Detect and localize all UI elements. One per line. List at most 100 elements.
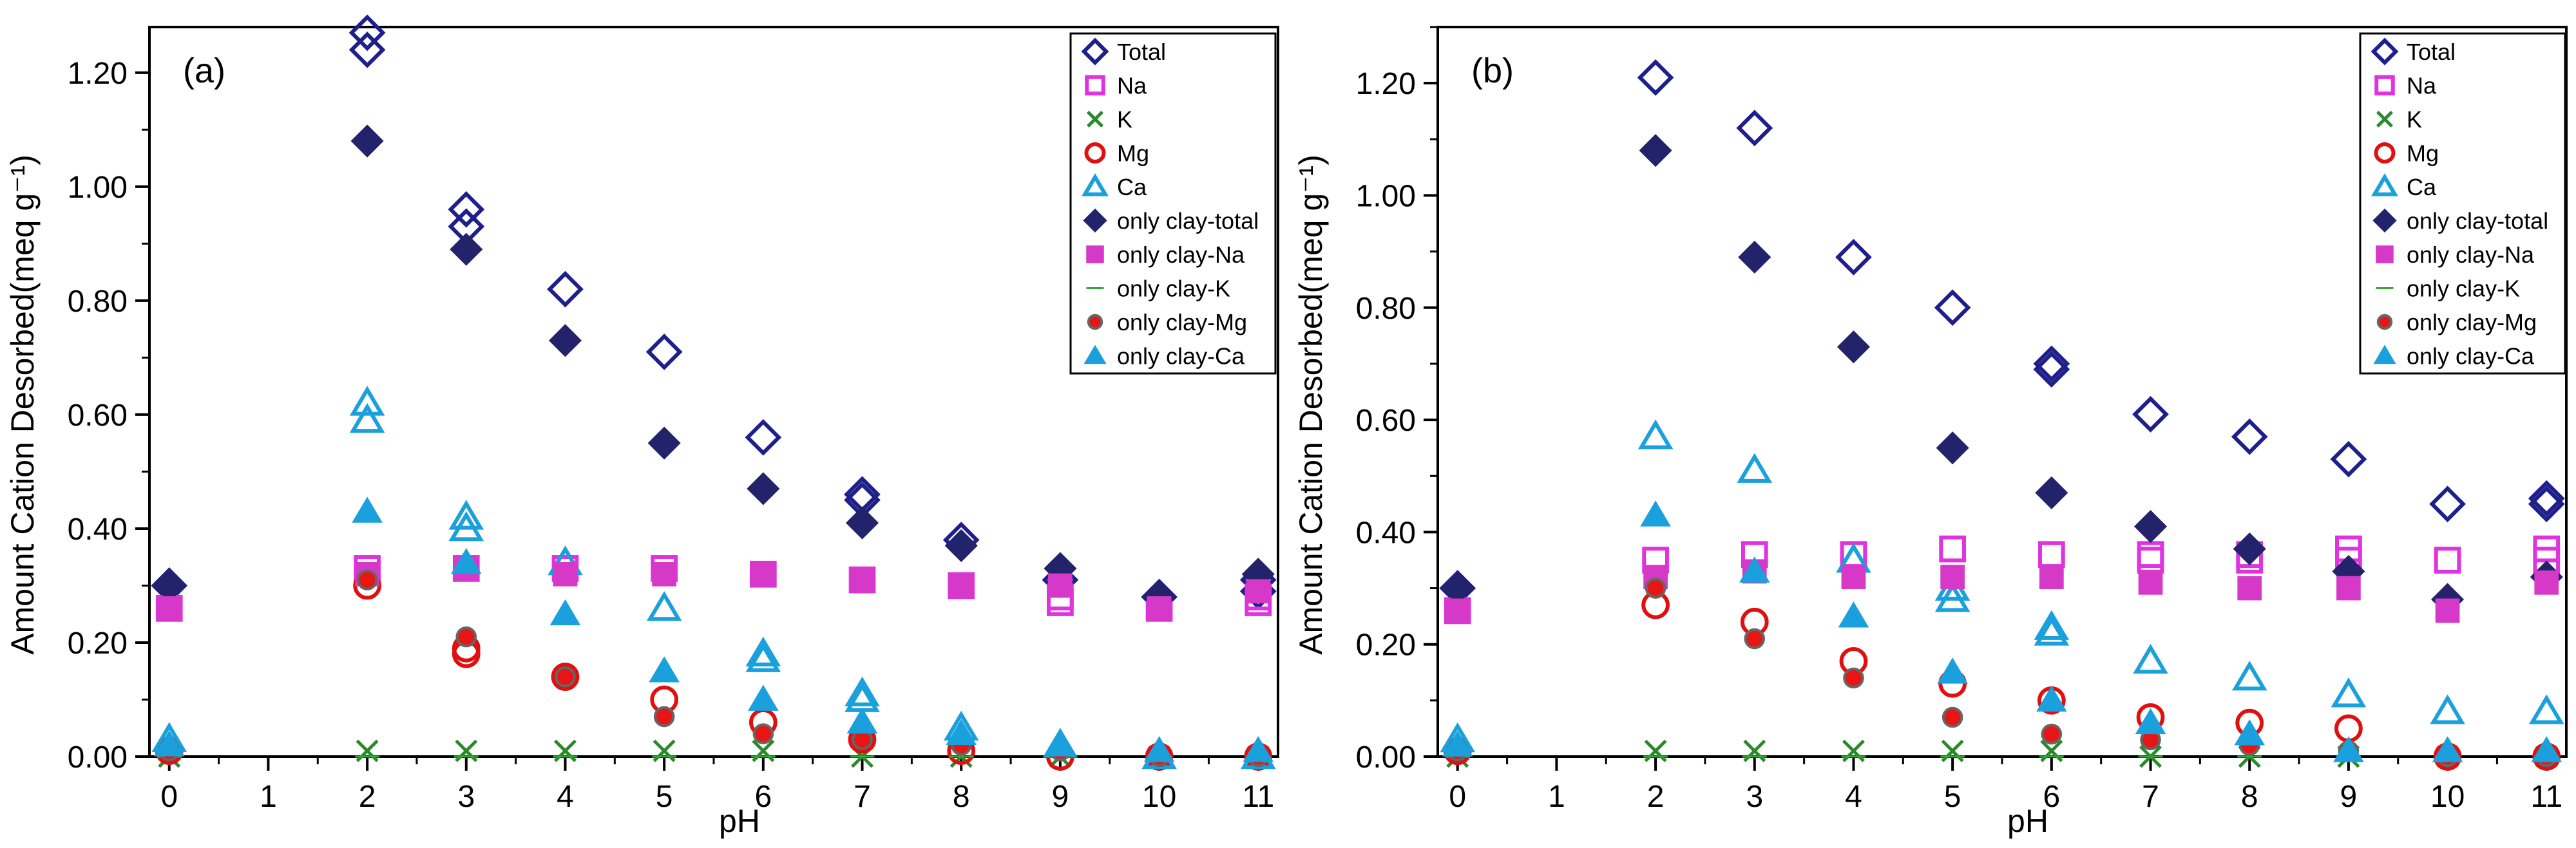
chart-b-legend-label-ca: Ca (2407, 174, 2437, 200)
chart-b-point-only-clay-na (1841, 565, 1866, 589)
chart-a-point-only-clay-ca (352, 496, 383, 523)
chart-a-point-total (348, 14, 386, 52)
chart-a-point-only-clay-na (850, 567, 875, 592)
chart-b-point-total (1835, 238, 1872, 276)
chart-b-point-na (2434, 547, 2461, 574)
chart-b-x-tick-label: 3 (1746, 780, 1763, 814)
chart-b-point-only-clay-na (1940, 565, 1965, 589)
chart-a-legend-item-ca: Ca (1081, 173, 1147, 200)
chart-a-x-tick-label: 9 (1052, 780, 1069, 814)
chart-b-legend-label-total: Total (2407, 39, 2456, 65)
chart-b-legend-item-total: Total (2371, 37, 2456, 66)
chart-b-series-only-clay-ca (1442, 500, 2562, 762)
chart-b-legend-label-only-clay-mg: only clay-Mg (2407, 309, 2537, 335)
chart-a-point-only-clay-mg (752, 723, 774, 744)
chart-a-y-tick-label: 1.20 (68, 57, 128, 91)
chart-a-point-only-clay-ca (1143, 736, 1175, 762)
chart-b-y-tick-label: 1.20 (1356, 67, 1416, 101)
chart-a-legend-marker-ca (1081, 173, 1109, 196)
chart-a-point-only-clay-ca (153, 730, 185, 757)
chart-a-point-only-clay-mg (555, 666, 576, 688)
chart-a-panel-label: (a) (183, 52, 225, 90)
chart-a-legend-marker-only-clay-mg (1087, 314, 1103, 330)
chart-b-legend-marker-ca (2371, 173, 2399, 196)
chart-b-series-ca (1440, 419, 2564, 753)
chart-a-legend-label-only-clay-na: only clay-Na (1117, 241, 1245, 268)
chart-b-point-only-clay-ca (1442, 730, 1473, 757)
chart-a-point-only-clay-total (350, 124, 384, 158)
chart-b-legend-marker-only-clay-na (2376, 245, 2394, 263)
chart-a-x-tick-label: 1 (260, 780, 277, 814)
chart-a-legend-item-k: K (1086, 106, 1132, 133)
chart-b-point-ca (2331, 677, 2367, 708)
chart-b-point-only-clay-total (2233, 532, 2266, 566)
chart-b-y-tick-label: 0.20 (1356, 628, 1416, 663)
chart-b-x-tick-label: 10 (2430, 780, 2465, 814)
chart-a-legend-marker-total (1081, 37, 1109, 66)
chart-a-point-k (356, 739, 379, 762)
chart-a-series-na (155, 555, 1272, 622)
chart-a-point-total (645, 334, 683, 370)
chart-b-point-ca (2528, 694, 2564, 724)
chart-b-series-total (1439, 59, 2565, 607)
chart-a-point-total (448, 191, 485, 228)
chart-a-legend-label-na: Na (1117, 73, 1147, 99)
chart-b-point-only-clay-na (2336, 576, 2361, 601)
chart-b-x-axis-title: pH (2007, 803, 2048, 839)
chart-a-y-axis-title: Amount Cation Desorbed(meq g⁻¹) (5, 155, 41, 655)
chart-a-legend-label-total: Total (1117, 39, 1166, 65)
chart-b-point-only-clay-mg (1744, 628, 1766, 650)
chart-a-x-tick-label: 3 (457, 780, 475, 814)
chart-a-legend-item-na: Na (1085, 73, 1147, 99)
chart-b-y-tick-label: 0.40 (1356, 516, 1416, 550)
chart-b-point-only-clay-mg (1645, 578, 1666, 599)
chart-b-point-na (2037, 541, 2065, 569)
chart-b-point-total (1736, 109, 1773, 147)
chart-b-y-tick-label: 1.00 (1356, 179, 1416, 213)
chart-a-point-only-clay-na (949, 573, 974, 598)
chart-a-point-ca (448, 511, 484, 542)
chart-b-legend-item-k: K (2376, 106, 2422, 133)
chart-b-point-k (1644, 739, 1667, 762)
chart-a-point-mg (551, 663, 580, 691)
chart-a-point-only-clay-total (944, 529, 978, 563)
chart-a-legend-label-mg: Mg (1117, 140, 1149, 167)
chart-b-point-k (1842, 739, 1865, 762)
chart-a-point-only-clay-na (652, 561, 677, 587)
chart-b-point-only-clay-na (2039, 565, 2064, 589)
chart-a-x-tick-label: 2 (359, 780, 376, 814)
chart-b-point-only-clay-na (2534, 570, 2559, 595)
chart-a-point-only-clay-na (750, 561, 776, 587)
chart-a-y-tick-label: 1.00 (68, 171, 128, 205)
chart-b-point-only-clay-ca (1937, 657, 1968, 684)
chart-b-x-tick-label: 7 (2142, 780, 2159, 814)
chart-b-point-only-clay-total (2133, 510, 2168, 543)
chart-a-point-only-clay-mg (356, 569, 378, 590)
chart-a-legend-marker-k (1086, 110, 1104, 128)
chart-b-point-total (2033, 351, 2070, 388)
chart-b-legend-label-k: K (2407, 106, 2422, 133)
chart-a-point-only-clay-na (1147, 596, 1172, 621)
chart-b-point-total (2528, 480, 2565, 517)
chart-a-legend-label-ca: Ca (1117, 174, 1147, 200)
chart-b-point-total (2429, 485, 2466, 523)
chart-a-series-only-clay-mg (158, 569, 1269, 768)
chart-b-point-na (1939, 535, 1967, 563)
chart-a-point-ca (745, 642, 781, 672)
chart-b-point-total (1934, 289, 1971, 326)
chart-a-point-only-clay-ca (1045, 730, 1076, 757)
chart-a-legend-item-only-clay-mg: only clay-Mg (1087, 309, 1247, 335)
chart-a-legend-label-only-clay-mg: only clay-Mg (1117, 309, 1247, 335)
chart-a-x-tick-label: 6 (754, 780, 772, 814)
chart-b-legend-item-na: Na (2374, 73, 2437, 99)
chart-a-point-total (547, 270, 584, 308)
chart-a-legend-marker-only-clay-ca (1083, 344, 1107, 364)
chart-b-point-only-clay-total (2035, 476, 2068, 509)
chart-b-point-only-clay-total (1936, 431, 1969, 465)
chart-a-point-k (653, 739, 676, 762)
chart-a-legend-marker-only-clay-na (1086, 245, 1104, 263)
chart-b-legend-item-only-clay-na: only clay-Na (2376, 241, 2535, 268)
chart-b-legend-item-only-clay-k: only clay-K (2376, 276, 2520, 302)
chart-b-panel-label: (b) (1471, 52, 1514, 90)
chart-b-point-only-clay-total (1837, 330, 1871, 364)
